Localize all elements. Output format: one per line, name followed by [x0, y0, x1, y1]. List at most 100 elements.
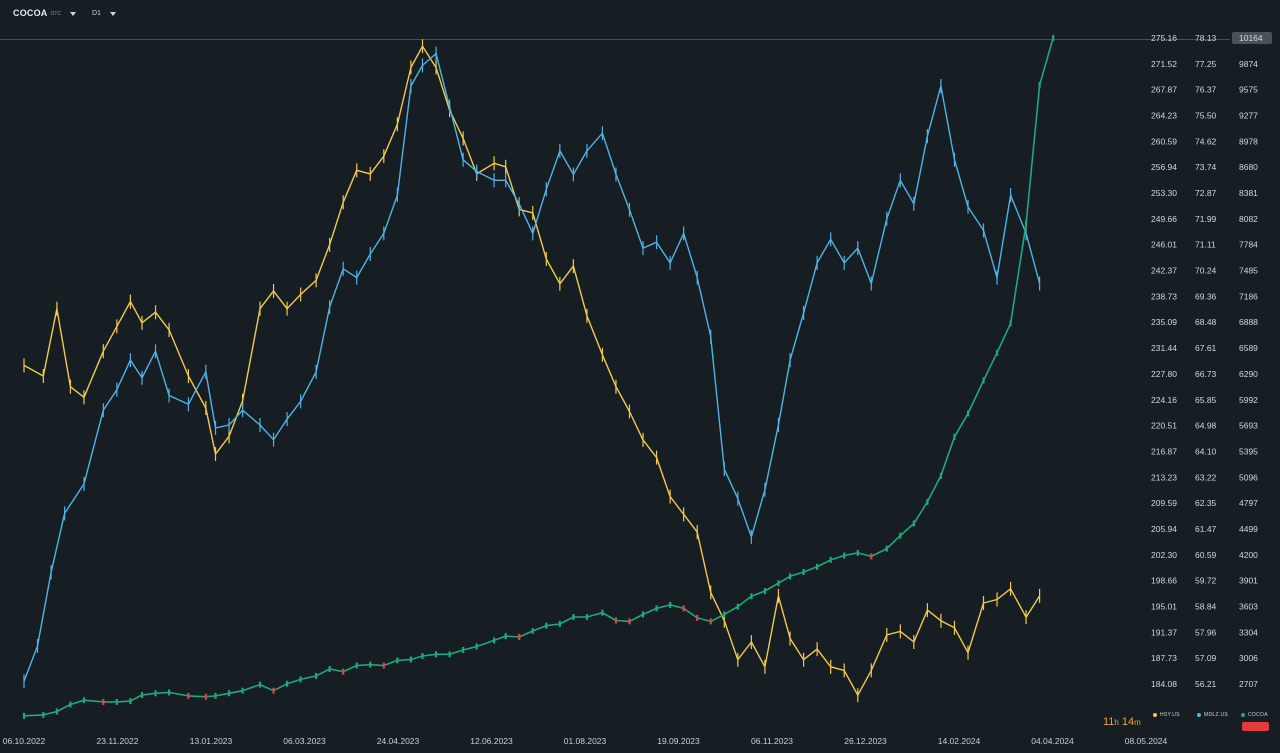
price-tick-mdlz: 78.13 — [1195, 33, 1217, 43]
price-tick-mdlz: 69.36 — [1195, 291, 1217, 301]
countdown-minutes-unit: m — [1134, 718, 1141, 727]
time-tick-label: 08.05.2024 — [1125, 736, 1168, 746]
countdown-hours-unit: h — [1114, 718, 1119, 727]
price-tick-cocoa: 7186 — [1239, 291, 1258, 301]
legend-item-mdlz[interactable]: MDLZ.US — [1197, 712, 1228, 718]
price-tick-mdlz: 72.87 — [1195, 188, 1217, 198]
price-tick-mdlz: 57.96 — [1195, 627, 1217, 637]
price-tick-cocoa: 4797 — [1239, 498, 1258, 508]
symbol-suffix: OTC — [50, 11, 62, 17]
time-tick-label: 24.04.2023 — [377, 736, 420, 746]
price-tick-hsy: 275.16 — [1151, 33, 1177, 43]
time-tick-label: 01.08.2023 — [564, 736, 607, 746]
legend-dot — [1241, 713, 1245, 717]
price-tick-mdlz: 75.50 — [1195, 111, 1217, 121]
price-tick-hsy: 198.66 — [1151, 576, 1177, 586]
price-tick-hsy: 264.23 — [1151, 111, 1177, 121]
price-tick-hsy: 191.37 — [1151, 627, 1177, 637]
price-tick-cocoa: 8082 — [1239, 214, 1258, 224]
chevron-down-icon — [70, 11, 77, 16]
price-tick-hsy: 249.66 — [1151, 214, 1177, 224]
price-tick-hsy: 220.51 — [1151, 421, 1177, 431]
series-hsy-us — [23, 39, 1041, 703]
timeframe-label: D1 — [92, 9, 101, 17]
price-tick-mdlz: 62.35 — [1195, 498, 1217, 508]
price-tick-hsy: 205.94 — [1151, 524, 1177, 534]
price-tick-cocoa: 5096 — [1239, 472, 1258, 482]
price-tick-hsy: 187.73 — [1151, 653, 1177, 663]
price-tick-hsy: 231.44 — [1151, 343, 1177, 353]
time-tick-label: 13.01.2023 — [190, 736, 233, 746]
series-cocoa — [22, 35, 1055, 719]
time-tick-label: 26.12.2023 — [844, 736, 887, 746]
legend-dot — [1153, 713, 1157, 717]
price-tick-hsy: 260.59 — [1151, 136, 1177, 146]
price-tick-mdlz: 65.85 — [1195, 395, 1217, 405]
price-tick-hsy: 209.59 — [1151, 498, 1177, 508]
countdown-hours: 11 — [1103, 716, 1115, 728]
price-tick-hsy: 271.52 — [1151, 59, 1177, 69]
top-toolbar: COCOA OTC D1 — [0, 0, 1280, 24]
price-tick-cocoa: 4499 — [1239, 524, 1258, 534]
price-tick-hsy: 216.87 — [1151, 446, 1177, 456]
price-tick-cocoa: 4200 — [1239, 550, 1258, 560]
price-tick-mdlz: 59.72 — [1195, 576, 1217, 586]
price-tick-hsy: 238.73 — [1151, 291, 1177, 301]
legend-item-hsy[interactable]: HSY.US — [1153, 712, 1180, 718]
price-tick-mdlz: 74.62 — [1195, 136, 1217, 146]
series-line — [23, 37, 1054, 717]
bar-countdown: 11h 14m — [1103, 716, 1144, 728]
price-tick-hsy: 213.23 — [1151, 472, 1177, 482]
price-tick-mdlz: 64.98 — [1195, 421, 1217, 431]
symbol-name: COCOA — [13, 8, 48, 18]
price-tick-cocoa: 2707 — [1239, 679, 1258, 689]
current-price-badge — [1232, 32, 1272, 44]
series-layer — [22, 35, 1055, 719]
price-tick-mdlz: 64.10 — [1195, 446, 1217, 456]
price-tick-cocoa: 5693 — [1239, 421, 1258, 431]
price-tick-mdlz: 67.61 — [1195, 343, 1217, 353]
price-tick-cocoa: 6589 — [1239, 343, 1258, 353]
price-tick-mdlz: 60.59 — [1195, 550, 1217, 560]
price-tick-mdlz: 58.84 — [1195, 601, 1217, 611]
price-tick-cocoa: 3304 — [1239, 627, 1258, 637]
price-tick-cocoa: 3603 — [1239, 601, 1258, 611]
current-price-value: 10164 — [1239, 33, 1263, 43]
price-tick-cocoa: 7784 — [1239, 240, 1258, 250]
price-tick-hsy: 267.87 — [1151, 85, 1177, 95]
legend-dot — [1197, 713, 1201, 717]
legend-label: HSY.US — [1160, 712, 1180, 718]
price-tick-cocoa: 3006 — [1239, 653, 1258, 663]
price-tick-cocoa: 8680 — [1239, 162, 1258, 172]
price-tick-mdlz: 71.99 — [1195, 214, 1217, 224]
timeframe-selector[interactable]: D1 — [92, 6, 116, 20]
price-tick-cocoa: 5395 — [1239, 446, 1258, 456]
price-axis: 275.16 78.13 10164 271.52 77.25 9874 267.87 76.… — [1151, 32, 1272, 689]
price-tick-hsy: 224.16 — [1151, 395, 1177, 405]
price-tick-cocoa: 8381 — [1239, 188, 1258, 198]
chevron-down-icon — [109, 11, 116, 16]
price-tick-mdlz: 66.73 — [1195, 369, 1217, 379]
price-tick-hsy: 227.80 — [1151, 369, 1177, 379]
price-tick-hsy: 246.01 — [1151, 240, 1177, 250]
price-tick-hsy: 242.37 — [1151, 266, 1177, 276]
price-tick-mdlz: 71.11 — [1195, 240, 1216, 250]
price-tick-mdlz: 77.25 — [1195, 59, 1217, 69]
price-tick-mdlz: 70.24 — [1195, 266, 1217, 276]
countdown-minutes: 14 — [1121, 716, 1135, 728]
price-tick-cocoa: 6290 — [1239, 369, 1258, 379]
legend-label: MDLZ.US — [1204, 712, 1229, 718]
series-mdlz-us — [23, 46, 1041, 689]
price-tick-hsy: 253.30 — [1151, 188, 1177, 198]
price-tick-hsy: 184.08 — [1151, 679, 1177, 689]
price-tick-cocoa: 8978 — [1239, 136, 1258, 146]
legend-item-cocoa[interactable]: COCOA — [1241, 712, 1268, 718]
time-tick-label: 12.06.2023 — [470, 736, 513, 746]
time-tick-label: 14.02.2024 — [938, 736, 981, 746]
price-tick-cocoa: 3901 — [1239, 576, 1258, 586]
price-tick-hsy: 202.30 — [1151, 550, 1177, 560]
time-axis: 06.10.2022 23.11.2022 13.01.2023 06.03.2023… — [3, 736, 1168, 746]
price-tick-cocoa: 9277 — [1239, 111, 1258, 121]
symbol-selector[interactable]: COCOA OTC — [13, 6, 77, 20]
